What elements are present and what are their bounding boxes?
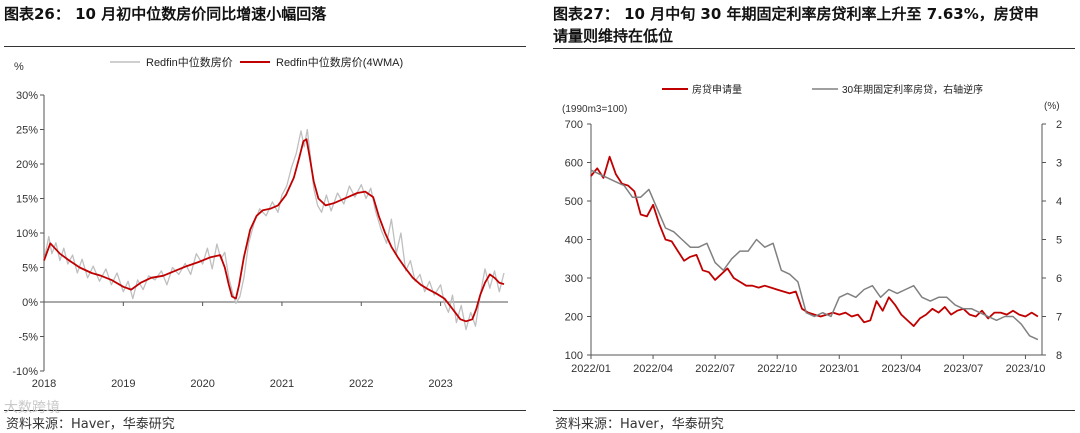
left-x-tick-label: 2022 — [349, 378, 373, 390]
right-series-applications-line — [590, 155, 1039, 327]
right-left-axis-unit: (1990m3=100) — [562, 104, 627, 115]
right-x-tick-label: 2023/01 — [819, 363, 859, 375]
right-x-tick-label: 2022/10 — [757, 363, 797, 375]
right-left-tick-label: 200 — [565, 312, 583, 324]
right-right-tick-label: 4 — [1056, 196, 1062, 208]
left-y-tick-label: 25% — [16, 125, 38, 137]
left-x-tick-label: 2020 — [190, 378, 214, 390]
left-source-note: 资料来源：Haver，华泰研究 — [6, 417, 175, 432]
right-right-tick-label: 7 — [1056, 312, 1062, 324]
right-left-tick-label: 500 — [565, 196, 583, 208]
right-left-tick-label: 400 — [565, 235, 583, 247]
right-bottom-rule — [553, 410, 1075, 411]
right-x-tick-label: 2023/10 — [1006, 363, 1046, 375]
right-series-mortgage-rate-line — [590, 169, 1039, 341]
right-source-note: 资料来源：Haver，华泰研究 — [555, 417, 724, 432]
right-left-tick-label: 300 — [565, 273, 583, 285]
left-x-tick-label: 2018 — [32, 378, 56, 390]
left-x-tick-label: 2019 — [111, 378, 135, 390]
right-left-tick-label: 100 — [565, 350, 583, 362]
left-chart-title: 图表26： 10 月初中位数房价同比增速小幅回落 — [4, 5, 327, 23]
right-left-tick-label: 600 — [565, 158, 583, 170]
right-legend-label: 房贷申请量 — [692, 83, 742, 96]
right-x-tick-label: 2023/07 — [944, 363, 984, 375]
left-chart: % 30% 25% 20% 15% 10% 5% 0% -5% -10%2018 2019 2020 2… — [12, 55, 508, 390]
right-title-rule — [553, 48, 1075, 49]
right-right-tick-label: 5 — [1056, 235, 1062, 247]
left-y-tick-label: 5% — [22, 263, 38, 275]
right-right-tick-label: 8 — [1056, 350, 1062, 362]
right-right-axis-unit: (%) — [1044, 101, 1060, 112]
left-series-weekly-line — [43, 128, 505, 331]
right-right-tick-label: 2 — [1056, 119, 1062, 131]
left-y-tick-label: 15% — [16, 194, 38, 206]
left-x-tick-label: 2023 — [428, 378, 452, 390]
right-chart: 房贷申请量 30年期固定利率房贷，右轴逆序 (1990m3=100) (%) 700 60… — [562, 83, 1062, 375]
right-right-tick-label: 6 — [1056, 273, 1062, 285]
right-chart-title-line1: 图表27： 10 月中旬 30 年期固定利率房贷利率上升至 7.63%，房贷申 — [553, 5, 1039, 23]
right-x-tick-label: 2022/01 — [571, 363, 611, 375]
left-bottom-rule — [4, 410, 526, 411]
left-y-tick-label: -10% — [12, 366, 38, 378]
right-x-tick-label: 2022/04 — [633, 363, 673, 375]
left-y-tick-label: 20% — [16, 159, 38, 171]
right-right-tick-label: 3 — [1056, 158, 1062, 170]
left-y-tick-label: 10% — [16, 228, 38, 240]
left-y-tick-label: -5% — [18, 332, 38, 344]
left-series-4wma-line — [43, 138, 505, 323]
left-y-tick-label: 0% — [22, 297, 38, 309]
left-x-tick-label: 2021 — [270, 378, 294, 390]
right-x-tick-label: 2022/07 — [695, 363, 735, 375]
left-y-tick-label: 30% — [16, 90, 38, 102]
left-title-rule — [4, 46, 526, 47]
right-left-tick-label: 700 — [565, 119, 583, 131]
right-chart-title-line2: 请量则维持在低位 — [553, 27, 674, 45]
right-legend-label: 30年期固定利率房贷，右轴逆序 — [842, 83, 983, 96]
left-legend-label: Redfin中位数房价 — [146, 55, 233, 69]
left-y-unit: % — [14, 61, 24, 73]
left-legend-label: Redfin中位数房价(4WMA) — [276, 55, 403, 69]
right-x-tick-label: 2023/04 — [881, 363, 921, 375]
watermark-logo: 大数跨境 — [4, 400, 60, 416]
